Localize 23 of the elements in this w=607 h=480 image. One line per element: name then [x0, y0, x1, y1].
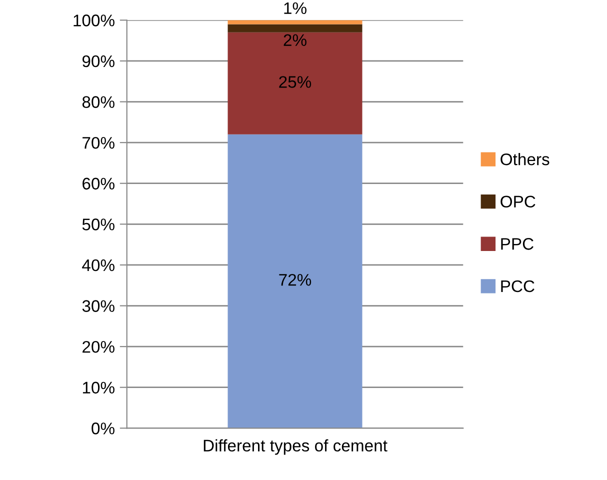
- x-tick-label: Different types of cement: [204, 439, 388, 455]
- data-label: 2%: [284, 34, 306, 46]
- legend-label: OPC: [500, 196, 536, 208]
- y-tick-label: 80%: [82, 96, 114, 108]
- y-tick-label: 20%: [82, 340, 114, 353]
- y-tick-label: 0%: [92, 422, 114, 434]
- data-label: 72%: [279, 274, 312, 286]
- y-tick-label: 40%: [82, 259, 114, 272]
- y-tick-label: 60%: [82, 178, 114, 190]
- bar: [228, 24, 362, 32]
- bar: [228, 32, 362, 134]
- y-tick-label: 100%: [74, 14, 114, 26]
- data-label: 25%: [279, 76, 312, 88]
- y-tick-label: 10%: [82, 382, 114, 394]
- legend-label: Others: [500, 153, 550, 166]
- y-tick-label: 70%: [82, 136, 114, 149]
- bar: [228, 134, 362, 428]
- y-tick-label: 90%: [82, 55, 114, 68]
- y-tick-label: 50%: [82, 218, 114, 230]
- data-label: 1%: [284, 2, 306, 14]
- legend-label: PPC: [501, 238, 534, 250]
- y-tick-label: 30%: [82, 300, 114, 312]
- legend-label: PCC: [501, 280, 534, 292]
